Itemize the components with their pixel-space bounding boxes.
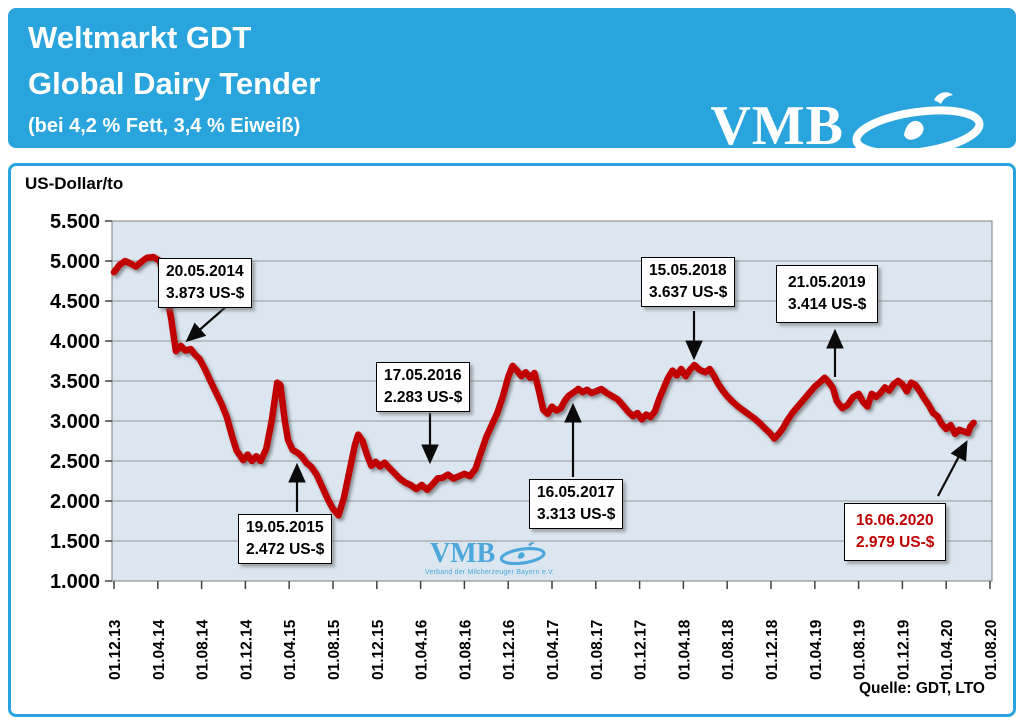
chart-watermark: VMB Verband der Milcherzeuger Bayern e.V…	[425, 538, 555, 577]
y-tick-label: 5.000	[50, 251, 100, 273]
price-line	[110, 253, 977, 519]
price-line-chart: 5.500 5.000 4.500 4.000 3.500 3.000 2.500 2.000…	[50, 211, 1000, 680]
annotation-arrow	[185, 304, 229, 343]
annotation-callout: 17.05.2016 2.283 US-$	[376, 362, 471, 412]
y-tick-label: 4.000	[50, 331, 100, 353]
annotation-value: 3.313 US-$	[537, 506, 616, 523]
x-tick-label: 01.04.18	[676, 619, 693, 680]
watermark-subtext: Verband der Milcherzeuger Bayern e.V.	[425, 569, 555, 576]
watermark-vmb-text: VMB	[430, 538, 496, 569]
x-tick-label: 01.08.20	[983, 620, 1000, 680]
y-tick-label: 1.000	[50, 571, 100, 593]
x-tick-label: 01.04.14	[151, 619, 168, 680]
annotation-value: 3.414 US-$	[788, 296, 867, 313]
x-tick-label: 01.04.16	[414, 619, 431, 680]
vmb-swoosh-icon	[852, 92, 984, 158]
y-tick-label: 1.500	[50, 531, 100, 553]
vmb-logo: VMB	[710, 88, 994, 164]
x-tick-label: 01.12.17	[633, 620, 650, 680]
x-tick-label: 01.08.14	[195, 619, 212, 680]
subtitle: (bei 4,2 % Fett, 3,4 % Eiweiß)	[28, 115, 301, 137]
source-caption: Quelle: GDT, LTO	[858, 680, 985, 697]
annotation-date: 20.05.2014	[166, 263, 244, 280]
y-tick-label: 3.000	[50, 411, 100, 433]
y-tick-label: 2.500	[50, 451, 100, 473]
vmb-swoosh-icon-small	[500, 542, 546, 566]
annotation-date: 17.05.2016	[384, 367, 462, 384]
annotation-value: 2.283 US-$	[384, 389, 463, 406]
annotation-callout: 16.06.2020 2.979 US-$	[844, 503, 947, 561]
annotation-callout: 16.05.2017 3.313 US-$	[529, 479, 624, 529]
annotation-callout: 21.05.2019 3.414 US-$	[776, 265, 879, 323]
x-tick-label: 01.12.14	[238, 619, 255, 680]
y-axis-title: US-Dollar/to	[25, 174, 124, 193]
vmb-logo-text: VMB	[710, 94, 844, 157]
x-tick-label: 01.12.13	[107, 619, 124, 680]
annotation-date: 19.05.2015	[246, 519, 324, 536]
x-tick-label: 01.12.15	[370, 619, 387, 680]
x-tick-label: 01.04.17	[545, 620, 562, 680]
annotation-date: 15.05.2018	[649, 262, 727, 279]
x-tick-label: 01.08.19	[852, 619, 869, 680]
annotation-value: 2.472 US-$	[246, 541, 325, 558]
x-tick-label: 01.08.15	[326, 619, 343, 680]
x-tick-label: 01.08.17	[589, 620, 606, 680]
x-tick-label: 01.12.19	[895, 619, 912, 680]
annotation-date: 16.06.2020	[856, 512, 934, 529]
x-tick-label: 01.08.16	[457, 619, 474, 680]
y-tick-label: 5.500	[50, 211, 100, 233]
y-tick-label: 4.500	[50, 291, 100, 313]
x-tick-label: 01.04.19	[808, 619, 825, 680]
annotation-callout: 15.05.2018 3.637 US-$	[641, 257, 736, 307]
annotation-date: 21.05.2019	[788, 274, 866, 291]
annotation-callout: 20.05.2014 3.873 US-$	[158, 258, 253, 308]
x-tick-label: 01.08.18	[720, 619, 737, 680]
annotation-value: 3.637 US-$	[649, 284, 728, 301]
y-tick-label: 2.000	[50, 491, 100, 513]
annotation-callout: 19.05.2015 2.472 US-$	[238, 514, 333, 564]
x-tick-label: 01.12.16	[501, 619, 518, 680]
annotation-value: 3.873 US-$	[166, 285, 245, 302]
annotation-value: 2.979 US-$	[856, 534, 935, 551]
x-tick-label: 01.04.15	[282, 619, 299, 680]
x-tick-label: 01.04.20	[939, 620, 956, 680]
title-line-1: Weltmarkt GDT	[28, 20, 252, 55]
header-banner: Weltmarkt GDT Global Dairy Tender (bei 4…	[8, 8, 1016, 158]
chart-frame: US-Dollar/to 5.500 5.000 4.500 4.000 3.500 3.…	[8, 163, 1016, 717]
x-tick-label: 01.12.18	[764, 619, 781, 680]
y-tick-label: 3.500	[50, 371, 100, 393]
title-line-2: Global Dairy Tender	[28, 66, 321, 101]
annotation-date: 16.05.2017	[537, 484, 615, 501]
annotation-arrow	[937, 440, 968, 497]
